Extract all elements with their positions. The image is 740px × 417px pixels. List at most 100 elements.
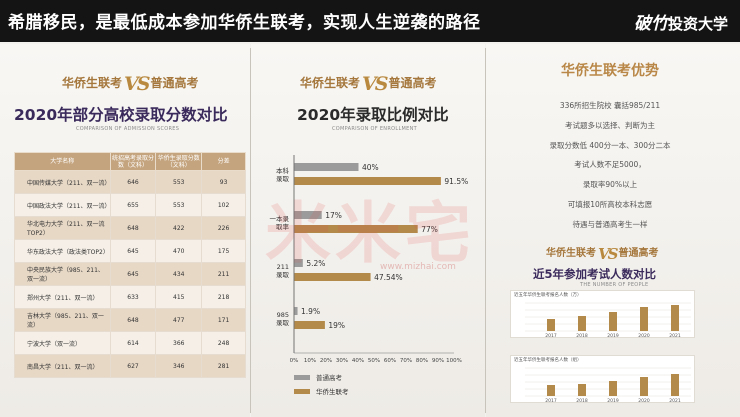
category-label: 211 录取 [276,263,290,279]
advantage-item: 考试题多以选择、判断为主 [565,121,655,130]
mini-bar [671,374,679,396]
table-cell: 645 [109,239,157,263]
admission-score-table: 大学名称 统招高考录取分数（文科） 华侨生录取分数（文科） 分差 中国传媒大学（… [14,152,246,378]
x-tick-label: 20% [320,358,332,364]
table-cell: 171 [201,308,246,332]
mini-year-label: 2017 [545,333,557,339]
table-cell: 吉林大学（985、211、双一流） [14,308,111,332]
table-row: 中国传媒大学（211、双一流） 646 553 93 [14,170,246,194]
x-tick-label: 40% [352,358,364,364]
table-cell: 422 [155,216,203,240]
legend-swatch [294,389,310,394]
advantage-item: 可填报10所高校本科志愿 [567,200,653,209]
bar-gaokao [294,163,359,171]
bar-value-label: 91.5% [444,177,468,186]
advantage-item: 录取分数低 400分一本、300分二本 [549,141,671,150]
brand-logo: 破竹投资大学 [634,9,728,34]
table-row: 中央民族大学（985、211、双一流） 645 434 211 [14,262,246,286]
table-cell: 646 [109,170,157,194]
mini-year-label: 2020 [638,333,650,339]
table-row: 南昌大学（211、双一流） 627 346 281 [14,354,246,378]
advantage-item: 待遇与普通高考生一样 [572,220,648,229]
divider-right [485,48,486,413]
table-cell: 346 [155,354,203,378]
mini-year-label: 2020 [638,398,650,404]
watermark-logo: 米米宅 [265,195,475,272]
x-tick-label: 50% [368,358,380,364]
x-tick-label: 100% [446,358,462,364]
bar-gaokao [294,259,303,267]
mini-year-label: 2018 [576,333,588,339]
table-cell: 281 [201,354,246,378]
table-cell: 645 [109,262,157,286]
left-panel-subtitle: COMPARISON OF ADMISSION SCORES [76,126,180,132]
table-header-cell: 大学名称 [14,152,111,171]
middle-panel-subtitle: COMPARISON OF ENROLLMENT [332,126,417,132]
category-label: 本科录取 [276,166,290,183]
x-tick-label: 10% [304,358,316,364]
table-cell: 宁波大学（双一流） [14,331,111,355]
table-cell: 248 [201,331,246,355]
divider-left [250,48,251,413]
mini-chart-2-label: 近五年华侨生联考报名人数（组） [514,358,582,363]
table-cell: 553 [155,193,203,217]
logo-left-text: 华侨生联考 [62,76,123,90]
table-cell: 175 [201,239,246,263]
logo-left-text: 华侨生联考 [546,248,596,259]
table-row: 华东政法大学（政法类TOP2） 645 470 175 [14,239,246,263]
watermark-url: www.mizhai.com [380,262,456,272]
advantage-item: 考试人数不足5000， [574,160,646,169]
compare-logo-right: 华侨生联考 VS 普通高考 [546,244,658,263]
mini-chart-1: 近五年华侨生联考报名人数（万） 2017 2018 2019 2020 2021 [510,290,695,339]
table-cell: 648 [109,216,157,240]
mini-bar [609,381,617,396]
logo-vs: VS [124,73,151,95]
bar-value-label: 19% [328,321,345,330]
left-panel-title: 2020年部分高校录取分数对比 [14,106,228,124]
right-sub-title: 近5年参加考试人数对比 [533,267,657,281]
logo-left-text: 华侨生联考 [300,76,361,90]
table-cell: 中国政法大学（211、双一流） [14,193,111,217]
table-row: 华北电力大学（211、双一流TOP2） 648 422 226 [14,216,246,240]
mini-bar [640,307,648,331]
logo-vs: VS [598,245,619,263]
mini-bar [671,305,679,331]
table-cell: 218 [201,285,246,309]
mini-bar [578,316,586,331]
logo-right-text: 普通高考 [618,248,659,259]
table-header-cell: 分差 [201,152,246,171]
mini-chart-2: 近五年华侨生联考报名人数（组） 2017 2018 2019 2020 2021 [510,355,695,404]
mini-year-label: 2017 [545,398,557,404]
table-cell: 华东政法大学（政法类TOP2） [14,239,111,263]
bar-value-label: 1.9% [301,307,320,316]
x-tick-label: 70% [400,358,412,364]
table-header-cell: 华侨生录取分数（文科） [155,152,203,171]
bar-huaqiao [294,321,325,329]
mini-bar [640,377,648,396]
enrollment-chart: 本科录取 40% 91.5% 一本录取率 17% 77% 211 录取 5.2% 47.54% 98… [270,155,468,395]
table-cell: 211 [201,262,246,286]
mini-bar [547,385,555,396]
table-cell: 627 [109,354,157,378]
right-sub-subtitle: THE NUMBER OF PEOPLE [580,282,649,288]
compare-logo-middle: 华侨生联考 VS 普通高考 [300,73,437,95]
middle-panel-title: 2020年录取比例对比 [297,106,449,124]
legend-swatch [294,375,310,380]
bar-value-label: 77% [421,225,438,234]
legend-label: 华侨生联考 [316,387,349,395]
mini-chart-1-label: 近五年华侨生联考报名人数（万） [514,293,582,298]
x-tick-label: 90% [432,358,444,364]
x-tick-label: 0% [290,358,299,364]
table-cell: 102 [201,193,246,217]
table-cell: 553 [155,170,203,194]
bar-gaokao [294,307,298,315]
mini-year-label: 2018 [576,398,588,404]
table-cell: 648 [109,308,157,332]
category-label: 一本录取率 [270,214,290,231]
bar-value-label: 47.54% [374,273,403,282]
bar-value-label: 17% [325,211,342,220]
table-cell: 226 [201,216,246,240]
x-tick-label: 60% [384,358,396,364]
bar-value-label: 5.2% [306,259,325,268]
table-header-row: 大学名称 统招高考录取分数（文科） 华侨生录取分数（文科） 分差 [14,152,246,171]
